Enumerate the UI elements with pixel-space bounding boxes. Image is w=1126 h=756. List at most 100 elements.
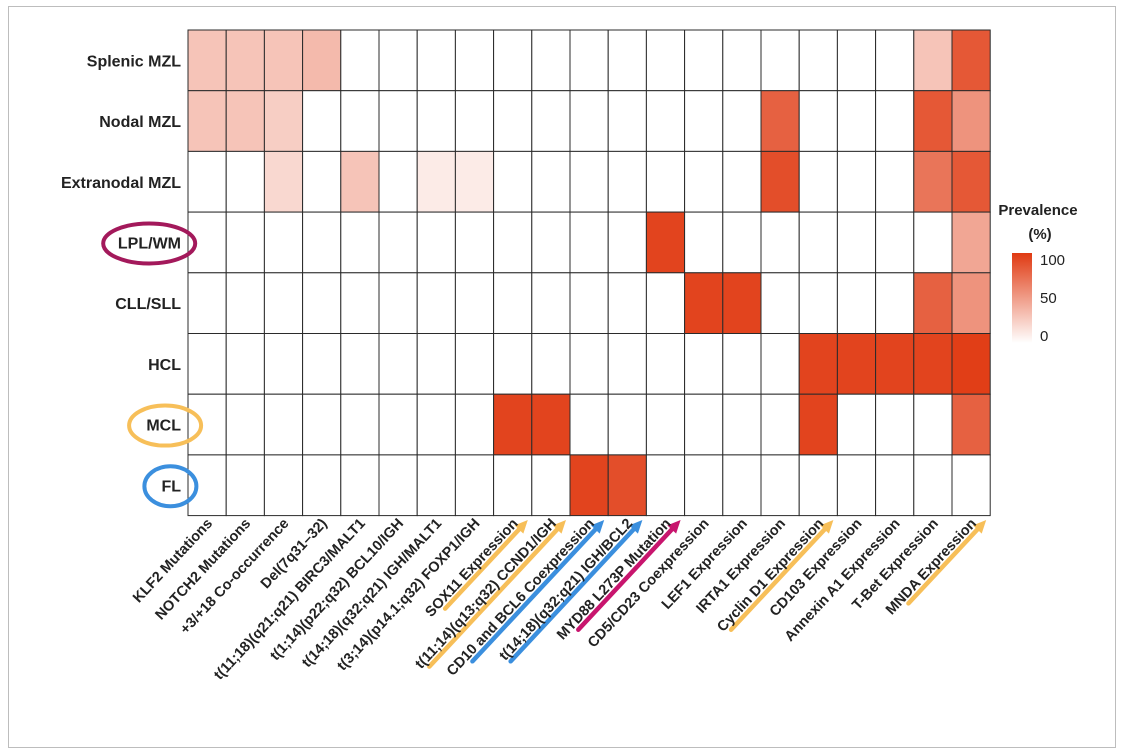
heatmap-cell-cll-sll-sox11-expression xyxy=(493,272,533,334)
heatmap-cell-mcl-klf2-mutations xyxy=(187,393,227,456)
heatmap-cell-mcl-lef1-expression xyxy=(722,393,762,456)
heatmap-cell-cll-sll-t-11-14-q13-q32-ccnd1-igh xyxy=(531,272,571,334)
heatmap-cell-splenic-mzl-myd88-l273p-mutation xyxy=(645,29,686,92)
heatmap-cell-lpl-wm-cd103-expression xyxy=(836,211,877,274)
heatmap-cell-lpl-wm-t-bet-expression xyxy=(913,211,953,274)
heatmap-cells xyxy=(187,29,991,517)
heatmap-cell-extranodal-mzl-cd5-cd23-coexpression xyxy=(684,150,724,213)
heatmap-cell-cll-sll-t-bet-expression xyxy=(913,272,953,334)
row-label-extranodal-mzl: Extranodal MZL xyxy=(61,175,181,192)
heatmap-cell-hcl-t-1-14-p22-q32-bcl10-igh xyxy=(378,333,418,395)
heatmap-cell-hcl-cd5-cd23-coexpression xyxy=(684,333,724,395)
heatmap-cell-cll-sll-lef1-expression xyxy=(722,272,762,334)
heatmap-cell-hcl-del-7q31-32 xyxy=(302,333,342,395)
heatmap-cell-cll-sll-myd88-l273p-mutation xyxy=(645,272,686,334)
heatmap-cell-mcl-sox11-expression xyxy=(493,393,533,456)
heatmap-cell-fl-cyclin-d1-expression xyxy=(798,454,838,517)
heatmap-cell-splenic-mzl-t-14-18-q32-q21-igh-malt1 xyxy=(416,29,456,92)
heatmap-cell-extranodal-mzl-annexin-a1-expression xyxy=(875,150,915,213)
row-label-splenic-mzl: Splenic MZL xyxy=(87,53,181,70)
heatmap-cell-extranodal-mzl-t-14-18-q32-q21-igh-malt1 xyxy=(416,150,456,213)
heatmap-cell-splenic-mzl-t-3-14-p14-1-q32-foxp1-igh xyxy=(454,29,495,92)
heatmap-cell-fl-mnda-expression xyxy=(951,454,991,517)
heatmap-cell-fl-sox11-expression xyxy=(493,454,533,517)
heatmap-cell-splenic-mzl-cd103-expression xyxy=(836,29,877,92)
heatmap-cell-lpl-wm-myd88-l273p-mutation xyxy=(645,211,686,274)
heatmap-cell-extranodal-mzl-t-1-14-p22-q32-bcl10-igh xyxy=(378,150,418,213)
legend-tick-0: 0 xyxy=(1040,328,1048,345)
heatmap-cell-hcl-3-18-co-occurrence xyxy=(263,333,304,395)
row-label-mcl: MCL xyxy=(146,418,181,435)
heatmap-cell-hcl-cyclin-d1-expression xyxy=(798,333,838,395)
row-labels: Splenic MZL Nodal MZL Extranodal MZL LPL/WM… xyxy=(61,53,181,495)
heatmap-cell-lpl-wm-notch2-mutations xyxy=(225,211,265,274)
heatmap-cell-splenic-mzl-del-7q31-32 xyxy=(302,29,342,92)
heatmap-cell-nodal-mzl-cd10-and-bcl6-coexpression xyxy=(569,90,609,152)
arrow-t-14-18-q32-q21-igh-bcl2 xyxy=(508,525,638,664)
heatmap-cell-splenic-mzl-t-14-18-q32-q21-igh-bcl2 xyxy=(607,29,647,92)
heatmap-cell-mcl-cd10-and-bcl6-coexpression xyxy=(569,393,609,456)
heatmap-cell-splenic-mzl-t-bet-expression xyxy=(913,29,953,92)
heatmap-cell-hcl-myd88-l273p-mutation xyxy=(645,333,686,395)
heatmap-cell-extranodal-mzl-lef1-expression xyxy=(722,150,762,213)
heatmap-cell-extranodal-mzl-del-7q31-32 xyxy=(302,150,342,213)
heatmap-cell-hcl-mnda-expression xyxy=(951,333,991,395)
heatmap-cell-fl-t-11-14-q13-q32-ccnd1-igh xyxy=(531,454,571,517)
heatmap-cell-nodal-mzl-irta1-expression xyxy=(760,90,800,152)
heatmap-cell-extranodal-mzl-t-14-18-q32-q21-igh-bcl2 xyxy=(607,150,647,213)
heatmap-cell-mcl-t-bet-expression xyxy=(913,393,953,456)
heatmap-cell-fl-lef1-expression xyxy=(722,454,762,517)
heatmap-cell-extranodal-mzl-myd88-l273p-mutation xyxy=(645,150,686,213)
heatmap-cell-mcl-irta1-expression xyxy=(760,393,800,456)
heatmap-cell-mcl-cd103-expression xyxy=(836,393,877,456)
heatmap-cell-hcl-cd103-expression xyxy=(836,333,877,395)
heatmap-cell-mcl-3-18-co-occurrence xyxy=(263,393,304,456)
heatmap-cell-hcl-annexin-a1-expression xyxy=(875,333,915,395)
heatmap-cell-nodal-mzl-t-11-18-q21-q21-birc3-malt1 xyxy=(340,90,380,152)
legend-title-line1: Prevalence xyxy=(998,202,1077,219)
heatmap-cell-extranodal-mzl-cd103-expression xyxy=(836,150,877,213)
heatmap-cell-nodal-mzl-lef1-expression xyxy=(722,90,762,152)
heatmap-cell-cll-sll-del-7q31-32 xyxy=(302,272,342,334)
row-highlight-circles xyxy=(101,221,204,509)
heatmap-cell-lpl-wm-t-11-18-q21-q21-birc3-malt1 xyxy=(340,211,380,274)
arrowhead-sox11-expression xyxy=(514,520,528,534)
heatmap-cell-fl-del-7q31-32 xyxy=(302,454,342,517)
heatmap-cell-nodal-mzl-3-18-co-occurrence xyxy=(263,90,304,152)
heatmap-cell-fl-myd88-l273p-mutation xyxy=(645,454,686,517)
heatmap-cell-fl-irta1-expression xyxy=(760,454,800,517)
arrow-mnda-expression xyxy=(906,525,982,606)
heatmap-cell-extranodal-mzl-cyclin-d1-expression xyxy=(798,150,838,213)
heatmap-cell-cll-sll-cd10-and-bcl6-coexpression xyxy=(569,272,609,334)
heatmap-cell-extranodal-mzl-t-bet-expression xyxy=(913,150,953,213)
heatmap-cell-cll-sll-irta1-expression xyxy=(760,272,800,334)
row-label-hcl: HCL xyxy=(148,357,181,374)
heatmap-cell-lpl-wm-cd10-and-bcl6-coexpression xyxy=(569,211,609,274)
heatmap-cell-hcl-t-bet-expression xyxy=(913,333,953,395)
heatmap-cell-extranodal-mzl-cd10-and-bcl6-coexpression xyxy=(569,150,609,213)
heatmap-cell-splenic-mzl-notch2-mutations xyxy=(225,29,265,92)
heatmap-cell-hcl-irta1-expression xyxy=(760,333,800,395)
heatmap-cell-mcl-t-14-18-q32-q21-igh-malt1 xyxy=(416,393,456,456)
heatmap-cell-nodal-mzl-klf2-mutations xyxy=(187,90,227,152)
heatmap-cell-hcl-klf2-mutations xyxy=(187,333,227,395)
heatmap-cell-cll-sll-t-3-14-p14-1-q32-foxp1-igh xyxy=(454,272,495,334)
highlight-circle-fl xyxy=(142,464,199,509)
heatmap-cell-nodal-mzl-mnda-expression xyxy=(951,90,991,152)
heatmap-cell-nodal-mzl-t-1-14-p22-q32-bcl10-igh xyxy=(378,90,418,152)
heatmap-cell-splenic-mzl-irta1-expression xyxy=(760,29,800,92)
heatmap-cell-extranodal-mzl-3-18-co-occurrence xyxy=(263,150,304,213)
heatmap-cell-cll-sll-3-18-co-occurrence xyxy=(263,272,304,334)
heatmap-cell-lpl-wm-irta1-expression xyxy=(760,211,800,274)
heatmap-cell-fl-notch2-mutations xyxy=(225,454,265,517)
heatmap-cell-fl-t-bet-expression xyxy=(913,454,953,517)
legend-tick-100: 100 xyxy=(1040,252,1065,269)
heatmap-cell-extranodal-mzl-irta1-expression xyxy=(760,150,800,213)
heatmap-cell-hcl-cd10-and-bcl6-coexpression xyxy=(569,333,609,395)
heatmap-cell-mcl-myd88-l273p-mutation xyxy=(645,393,686,456)
heatmap-cell-lpl-wm-3-18-co-occurrence xyxy=(263,211,304,274)
heatmap-cell-splenic-mzl-t-11-18-q21-q21-birc3-malt1 xyxy=(340,29,380,92)
heatmap-cell-cll-sll-cd103-expression xyxy=(836,272,877,334)
arrow-t-11-14-q13-q32-ccnd1-igh xyxy=(427,525,562,669)
heatmap-cell-extranodal-mzl-mnda-expression xyxy=(951,150,991,213)
